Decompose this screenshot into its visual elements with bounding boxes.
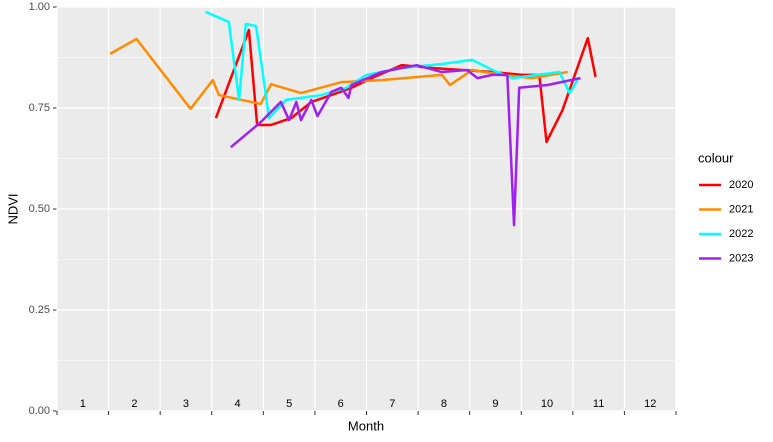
x-tick-label: 1 xyxy=(80,398,86,410)
legend-label: 2022 xyxy=(729,228,753,240)
y-tick-label: 0.50 xyxy=(29,203,50,215)
x-tick-label: 6 xyxy=(338,398,344,410)
series-line xyxy=(230,63,581,227)
x-tick-label: 11 xyxy=(593,398,604,410)
x-tick-label: 12 xyxy=(644,398,656,410)
x-axis-title: Month xyxy=(348,418,384,433)
legend-label: 2021 xyxy=(729,203,753,215)
x-tick-label: 3 xyxy=(183,398,189,410)
x-tick-label: 9 xyxy=(492,398,498,410)
legend-label: 2023 xyxy=(729,252,753,264)
y-tick-label: 0.75 xyxy=(29,102,50,114)
y-tick-label: 0.00 xyxy=(29,405,50,417)
x-tick-label: 7 xyxy=(389,398,395,410)
x-tick-label: 2 xyxy=(131,398,137,410)
y-tick-label: 1.00 xyxy=(29,1,50,13)
x-tick-label: 8 xyxy=(441,398,447,410)
x-tick-label: 10 xyxy=(541,398,553,410)
legend-label: 2020 xyxy=(729,179,753,191)
series-line xyxy=(109,37,568,111)
legend-title: colour xyxy=(698,150,734,165)
x-tick-label: 5 xyxy=(286,398,292,410)
series-line xyxy=(205,10,579,120)
y-axis-title: NDVI xyxy=(5,193,20,224)
series-line xyxy=(214,28,597,144)
y-tick-label: 0.25 xyxy=(29,304,50,316)
x-tick-label: 4 xyxy=(234,398,240,410)
